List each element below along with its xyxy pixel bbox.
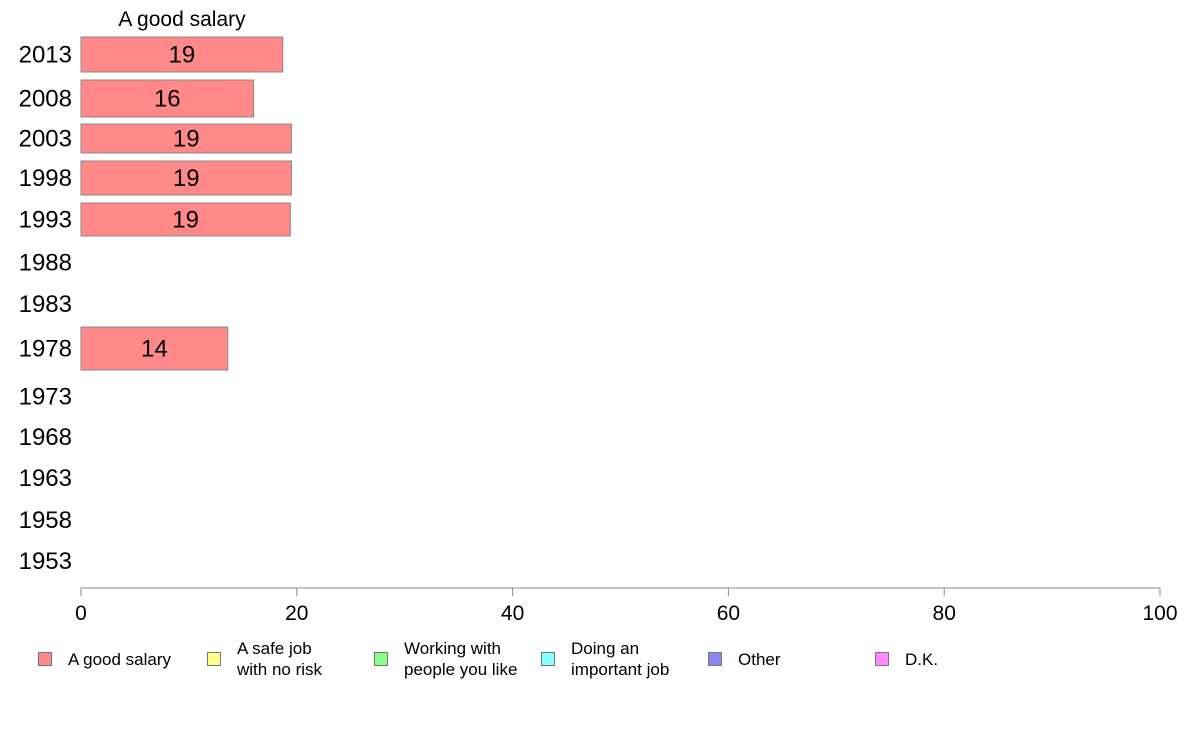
- chart-title: A good salary: [118, 8, 246, 31]
- legend-item-important-job: Doing an important job: [541, 636, 669, 682]
- bar-value-label: 19: [169, 42, 196, 69]
- y-tick-label: 1968: [19, 424, 72, 451]
- legend-item-other: Other: [708, 636, 781, 682]
- x-tick-label: 40: [501, 602, 524, 625]
- legend-swatch-dk: [875, 652, 889, 666]
- x-tick-label: 60: [717, 602, 740, 625]
- legend-item-dk: D.K.: [875, 636, 938, 682]
- y-tick-label: 1983: [19, 291, 72, 318]
- legend-label-dk: D.K.: [905, 649, 939, 669]
- legend-item-good-salary: A good salary: [38, 636, 171, 682]
- legend-swatch-important-job: [541, 652, 555, 666]
- y-tick-label: 2008: [19, 86, 72, 113]
- bar: [80, 36, 284, 73]
- legend-label-good-salary: A good salary: [68, 649, 172, 669]
- legend-label-important-job: Doing an important job: [571, 639, 670, 679]
- legend-swatch-safe-job: [207, 652, 221, 666]
- legend-item-working-with-people: Working with people you like: [374, 636, 517, 682]
- bar-value-label: 16: [154, 86, 181, 113]
- legend-item-safe-job: A safe job with no risk: [207, 636, 322, 682]
- y-tick-label: 1973: [19, 384, 72, 411]
- y-tick-label: 1978: [19, 336, 72, 363]
- x-tick-label: 80: [933, 602, 956, 625]
- legend-swatch-working-with-people: [374, 652, 388, 666]
- legend-label-other: Other: [738, 649, 781, 669]
- bar: [80, 202, 291, 237]
- bar: [80, 123, 292, 154]
- y-tick-label: 1963: [19, 465, 72, 492]
- bar-value-label: 19: [173, 126, 200, 153]
- legend: A good salary A safe job with no risk Wo…: [38, 636, 1038, 686]
- x-tick-label: 0: [75, 602, 87, 625]
- bar-value-label: 19: [172, 207, 199, 234]
- x-tick-label: 100: [1142, 602, 1177, 625]
- legend-label-safe-job: A safe job with no risk: [237, 639, 323, 679]
- legend-label-working-with-people: Working with people you like: [404, 639, 518, 679]
- y-tick-label: 1953: [19, 548, 72, 575]
- y-tick-label: 2003: [19, 126, 72, 153]
- bar: [80, 160, 292, 196]
- bar-value-label: 19: [173, 165, 200, 192]
- y-tick-label: 1993: [19, 207, 72, 234]
- legend-swatch-other: [708, 652, 722, 666]
- legend-swatch-good-salary: [38, 652, 52, 666]
- bar-value-label: 14: [141, 336, 168, 363]
- y-tick-label: 2013: [19, 42, 72, 69]
- y-tick-label: 1958: [19, 507, 72, 534]
- y-tick-label: 1998: [19, 165, 72, 192]
- y-tick-label: 1988: [19, 250, 72, 277]
- bar: [80, 326, 229, 371]
- x-tick-label: 20: [285, 602, 308, 625]
- bar: [80, 79, 255, 118]
